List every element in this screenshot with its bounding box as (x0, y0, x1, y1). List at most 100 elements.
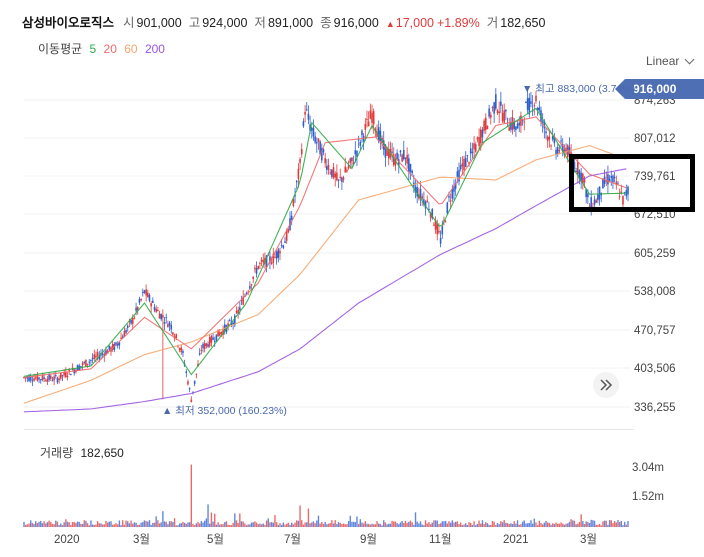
volume-bar (291, 522, 293, 527)
volume-bar (448, 521, 450, 527)
candle-body (356, 151, 358, 157)
volume-bar (495, 524, 497, 527)
volume-bar (96, 521, 99, 527)
time-tick-label: 2021 (503, 534, 529, 546)
volume-bar (190, 464, 193, 527)
volume-chart[interactable]: 3.04m 1.52m (0, 432, 704, 527)
volume-bar (247, 524, 249, 527)
moving-average-legend[interactable]: 이동평균 5 20 60 200 (38, 40, 169, 57)
candle-body (337, 179, 340, 181)
candle-body (484, 117, 487, 131)
candle-body (200, 349, 203, 351)
high-label: 고 (188, 16, 201, 30)
candle-body (331, 169, 333, 177)
candle-body (541, 121, 544, 123)
volume-bar (500, 521, 502, 527)
candle-body (575, 170, 577, 172)
volume-bar (506, 523, 509, 527)
scale-dropdown[interactable]: Linear (646, 54, 695, 68)
volume-bar (449, 522, 452, 527)
volume-bar (327, 523, 330, 527)
candle-body (423, 199, 425, 205)
volume-bar (587, 521, 589, 527)
volume-bar (416, 521, 418, 527)
volume-bar (137, 524, 139, 527)
volume-bar (336, 524, 338, 527)
volume-bar (239, 513, 241, 527)
volume-bar (299, 505, 301, 527)
price-chart[interactable]: 874,263 807,012 739,761 672,510 605,259 … (0, 74, 704, 429)
volume-bar (329, 522, 331, 527)
candle-body (269, 256, 271, 263)
volume-bar (108, 521, 111, 527)
candle-body (622, 195, 624, 205)
candle-body (317, 138, 320, 142)
time-tick-label: 2020 (54, 534, 80, 546)
candle-body (510, 122, 512, 130)
volume-bar (122, 520, 124, 527)
ma-5-line (23, 107, 627, 377)
candle-body (545, 131, 547, 134)
candle-body (444, 221, 447, 223)
candle-body (369, 110, 372, 119)
candle-body (441, 226, 444, 235)
volume-bar (81, 524, 84, 527)
scroll-latest-button[interactable] (593, 372, 619, 398)
volume-bar (160, 522, 162, 527)
candle-body (505, 109, 507, 112)
volume-bar (66, 521, 69, 527)
candle-body (131, 317, 134, 324)
volume-bar (113, 524, 116, 527)
candle-body (479, 129, 482, 144)
volume-bar (478, 520, 480, 527)
volume-bar (51, 523, 54, 527)
volume-bar (491, 521, 494, 527)
candle-body (223, 324, 226, 331)
candle-body (168, 322, 171, 326)
volume-bar (530, 520, 532, 527)
volume-bar (413, 524, 415, 527)
candle-body (548, 136, 551, 140)
volume-bar (458, 524, 460, 527)
low-value: 891,000 (267, 16, 314, 30)
volume-bar (414, 512, 417, 527)
candle-body (446, 202, 449, 214)
candle-body (500, 101, 502, 106)
candle-body (309, 124, 311, 131)
volume-bar (312, 521, 315, 527)
candle-body (474, 144, 477, 152)
candle-body (597, 194, 599, 201)
ma-5-label: 5 (89, 42, 97, 56)
volume-bar (152, 522, 154, 527)
volume-value: 182,650 (500, 16, 546, 30)
candle-body (431, 208, 434, 219)
candle-body (280, 245, 283, 247)
volume-bar (516, 520, 519, 527)
volume-bar (29, 520, 32, 527)
candle-body (526, 98, 529, 110)
candle-body (580, 172, 582, 182)
candle-body (187, 381, 189, 385)
candle-body (66, 375, 69, 378)
candle-body (152, 300, 154, 303)
open-value: 901,000 (136, 16, 182, 30)
candle-body (126, 325, 129, 329)
candle-body (523, 121, 526, 123)
candle-body (295, 180, 298, 183)
volume-bar (456, 521, 459, 527)
volume-bar (203, 520, 206, 527)
candle-body (321, 148, 323, 161)
candle-body (121, 336, 124, 339)
candle-body (292, 198, 295, 206)
candle-body (63, 371, 65, 376)
candle-body (588, 206, 591, 208)
volume-bar (389, 523, 392, 527)
volume-bar (280, 524, 283, 527)
candle-body (85, 359, 87, 367)
volume-bar (242, 521, 244, 527)
volume-bar (622, 525, 624, 527)
candle-body (96, 352, 99, 357)
volume-bar (172, 521, 174, 527)
volume-bar (555, 522, 557, 527)
candle-body (133, 317, 136, 319)
